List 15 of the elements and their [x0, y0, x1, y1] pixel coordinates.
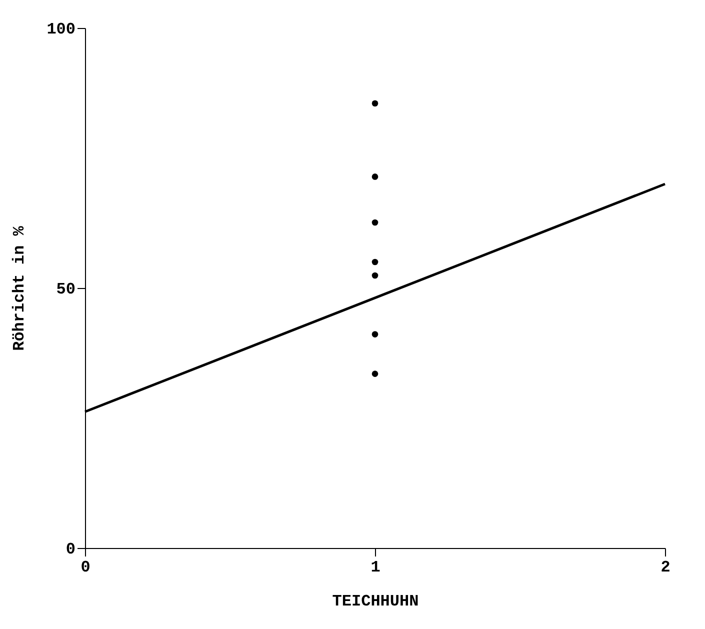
y-tick-label: 0: [66, 540, 76, 558]
y-axis-title: Röhricht in %: [10, 226, 29, 351]
y-tick-label: 100: [46, 20, 76, 38]
x-tick-label: 2: [660, 558, 670, 576]
point: [372, 331, 378, 338]
point: [372, 174, 378, 180]
point: [372, 272, 378, 279]
x-tick-label: 0: [80, 558, 90, 576]
y-tick-label: 50: [56, 280, 76, 298]
point: [372, 258, 378, 266]
point: [372, 100, 378, 107]
point: [372, 370, 378, 377]
point: [372, 219, 378, 226]
x-axis-title: TEICHHUHN: [332, 592, 419, 610]
x-tick-label: 1: [370, 558, 380, 576]
